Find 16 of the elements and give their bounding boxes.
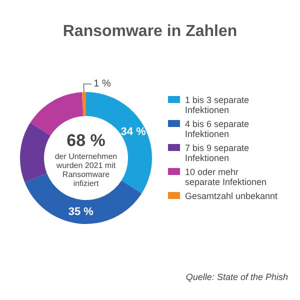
text: der Unternehmen wurden 2021 mit Ransomware infiziert	[54, 152, 118, 188]
legend-label: 4 bis 6 separate Infektionen	[185, 119, 250, 139]
legend-label: Gesamtzahl unbekannt	[185, 191, 278, 201]
data-label: 34 %	[120, 126, 146, 138]
donut-slice	[24, 173, 142, 224]
data-label: 1 %	[94, 78, 112, 90]
donut-slice	[30, 92, 84, 136]
legend-label: 1 bis 3 separate Infektionen	[185, 95, 250, 115]
legend-label: 7 bis 9 separate Infektionen	[185, 143, 250, 163]
source-note: Quelle: State of the Phish	[186, 272, 288, 282]
chart-title: Ransomware in Zahlen	[62, 23, 238, 40]
legend-label: 10 oder mehr separate Infektionen	[185, 167, 267, 187]
data-label: 35 %	[68, 206, 94, 218]
donut-slice	[82, 92, 86, 116]
donut-slice	[20, 122, 51, 182]
text: 68 %	[66, 131, 106, 150]
